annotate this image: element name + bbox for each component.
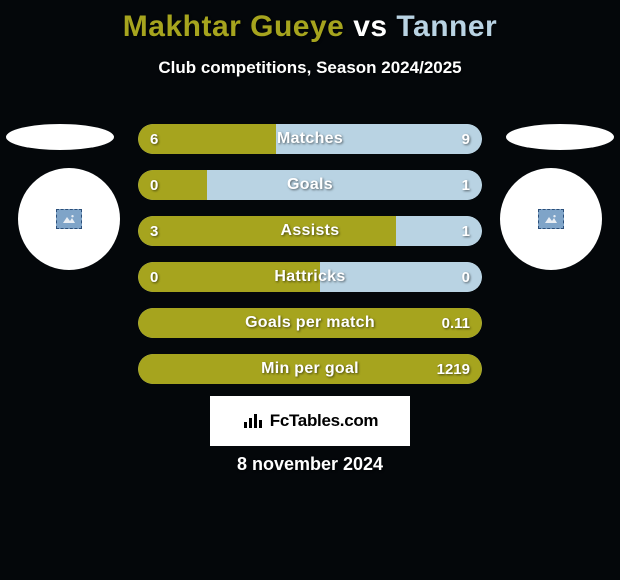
stat-bar: Matches6 9 [138,124,482,154]
stat-label: Min per goal [138,354,482,384]
stat-value-left: 0 [150,170,158,200]
date-text: 8 november 2024 [0,454,620,475]
image-placeholder-icon [56,209,82,229]
player1-name: Makhtar Gueye [123,10,345,43]
player1-badge [18,168,120,270]
stat-bar: Assists3 1 [138,216,482,246]
stat-label: Goals per match [138,308,482,338]
stat-label: Matches [138,124,482,154]
image-placeholder-icon [538,209,564,229]
stat-bar: Hattricks0 0 [138,262,482,292]
player2-badge [500,168,602,270]
stat-value-right: 1219 [437,354,470,384]
stat-label: Hattricks [138,262,482,292]
stat-bar: Goals0 1 [138,170,482,200]
brand-logo: FcTables.com [242,411,379,431]
stat-value-right: 1 [462,216,470,246]
stat-label: Goals [138,170,482,200]
stat-value-right: 9 [462,124,470,154]
stat-bar: Goals per match0.11 [138,308,482,338]
stat-value-left: 3 [150,216,158,246]
vs-text: vs [353,10,387,43]
stat-bar: Min per goal1219 [138,354,482,384]
decorative-ellipse-left [6,124,114,150]
stat-value-left: 0 [150,262,158,292]
subtitle: Club competitions, Season 2024/2025 [0,58,620,78]
stat-value-right: 0 [462,262,470,292]
comparison-bars: Matches69Goals01Assists31Hattricks00Goal… [138,124,482,400]
decorative-ellipse-right [506,124,614,150]
stat-value-right: 0.11 [442,308,470,338]
brand-box: FcTables.com [210,396,410,446]
stat-label: Assists [138,216,482,246]
page-title: Makhtar Gueye vs Tanner [0,0,620,44]
bars-icon [242,412,266,430]
player2-name: Tanner [396,10,497,43]
stat-value-right: 1 [462,170,470,200]
brand-text: FcTables.com [270,411,379,431]
stat-value-left: 6 [150,124,158,154]
